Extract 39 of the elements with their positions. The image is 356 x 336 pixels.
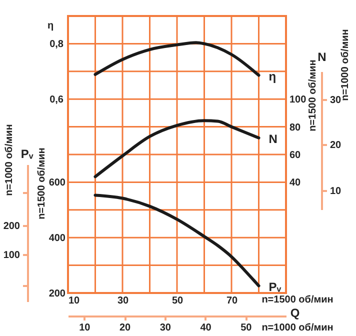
y-tick-label: 200 <box>48 288 66 300</box>
y-tick-label: 400 <box>48 233 66 244</box>
x-tick-label: 50 <box>172 296 184 306</box>
x-tick-label: 10 <box>68 296 80 306</box>
series-label: N <box>268 132 278 146</box>
series-label: Pᵥ <box>268 280 282 294</box>
x2-tick-label: 30 <box>160 322 172 334</box>
x2-tick-label: 20 <box>119 322 132 334</box>
y-axis-title: n=1500 об/мин <box>36 148 48 220</box>
x2-axis-title: n=1000 об/мин <box>262 322 334 334</box>
text: n=1000 об/мин <box>4 124 15 196</box>
y2-tick-label: 60 <box>290 150 302 161</box>
x-tick-label: 30 <box>117 296 129 306</box>
y3-tick-label: 0,6 <box>50 94 64 106</box>
y3-axis-title: η <box>47 20 54 32</box>
text: 30 <box>330 95 342 106</box>
line-series <box>94 194 260 288</box>
y2-tick-label: 80 <box>290 122 302 134</box>
text: Pᵥ <box>20 147 34 161</box>
text: 10 <box>330 186 342 197</box>
line-series <box>94 41 260 77</box>
series-label: η <box>268 69 276 84</box>
text: N <box>318 50 326 64</box>
text: 20 <box>330 140 342 151</box>
x-tick-label: 70 <box>226 296 238 306</box>
x2-tick-label: 40 <box>200 322 212 334</box>
text: 200 <box>3 221 20 232</box>
x2-tick-label: 50 <box>240 322 252 334</box>
y3-tick-label: 0,8 <box>50 39 64 50</box>
x-axis-title: n=1500 об/мин <box>262 294 334 306</box>
text: n=1000 об/мин <box>340 29 351 101</box>
text: 100 <box>3 250 20 261</box>
y2-tick-label: 40 <box>290 178 302 189</box>
line-series <box>94 119 260 178</box>
text: Q <box>290 306 300 320</box>
y-tick-label: 600 <box>48 178 66 189</box>
y2-axis-title: n=1500 об/мин <box>308 60 318 132</box>
y2-tick-label: 100 <box>290 94 307 106</box>
x2-tick-label: 10 <box>79 322 91 334</box>
